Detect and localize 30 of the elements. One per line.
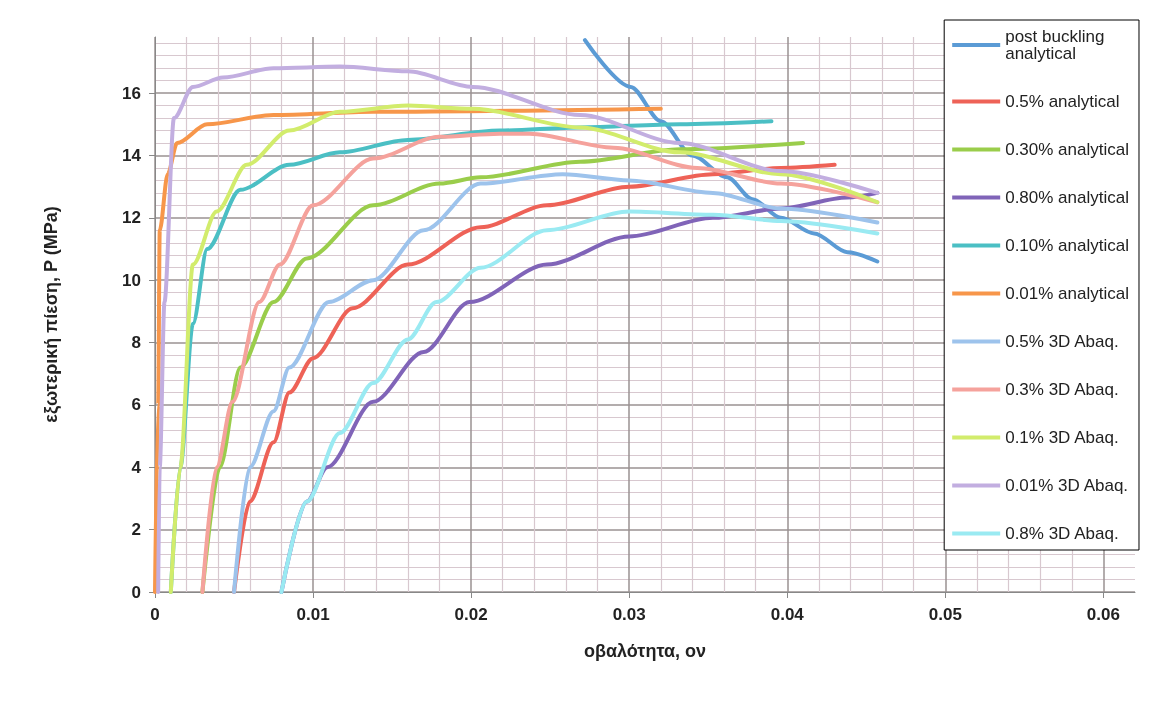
- y-tick-label: 14: [122, 145, 142, 165]
- y-axis-title: εξωτερική πίεση, P (MPa): [41, 206, 62, 423]
- y-tick-label: 2: [131, 520, 141, 540]
- x-tick-label: 0: [150, 605, 160, 624]
- legend-label: 0.3% 3D Abaq.: [1005, 380, 1119, 399]
- legend-label: 0.5% analytical: [1005, 92, 1120, 111]
- y-tick-label: 6: [131, 395, 141, 415]
- y-tick-label: 16: [122, 83, 141, 103]
- y-tick-label: 4: [131, 457, 142, 477]
- line-series: [153, 106, 663, 594]
- legend-label: 0.1% 3D Abaq.: [1005, 428, 1119, 447]
- x-tick-label: 0.05: [928, 605, 962, 624]
- x-tick-label: 0.06: [1086, 605, 1120, 624]
- x-tick-label: 0.02: [454, 605, 488, 624]
- y-tick-label: 0: [131, 582, 141, 602]
- x-tick-label: 0.03: [612, 605, 646, 624]
- legend-label: 0.30% analytical: [1005, 140, 1130, 159]
- x-tick-label: 0.04: [770, 605, 805, 624]
- legend-label: 0.10% analytical: [1005, 236, 1130, 255]
- y-tick-label: 10: [122, 270, 141, 290]
- legend-label: post buckling analytical: [1005, 27, 1110, 63]
- x-axis-title: οβαλότητα, ον: [584, 641, 706, 661]
- y-tick-label: 8: [131, 333, 141, 353]
- legend-label: 0.01% analytical: [1005, 284, 1130, 303]
- x-tick-label: 0.01: [296, 605, 330, 624]
- legend-label: 0.8% 3D Abaq.: [1005, 524, 1119, 543]
- legend-label: 0.01% 3D Abaq.: [1005, 476, 1129, 495]
- legend-label: 0.80% analytical: [1005, 188, 1130, 207]
- legend-label: 0.5% 3D Abaq.: [1005, 332, 1119, 351]
- y-tick-label: 12: [122, 208, 141, 228]
